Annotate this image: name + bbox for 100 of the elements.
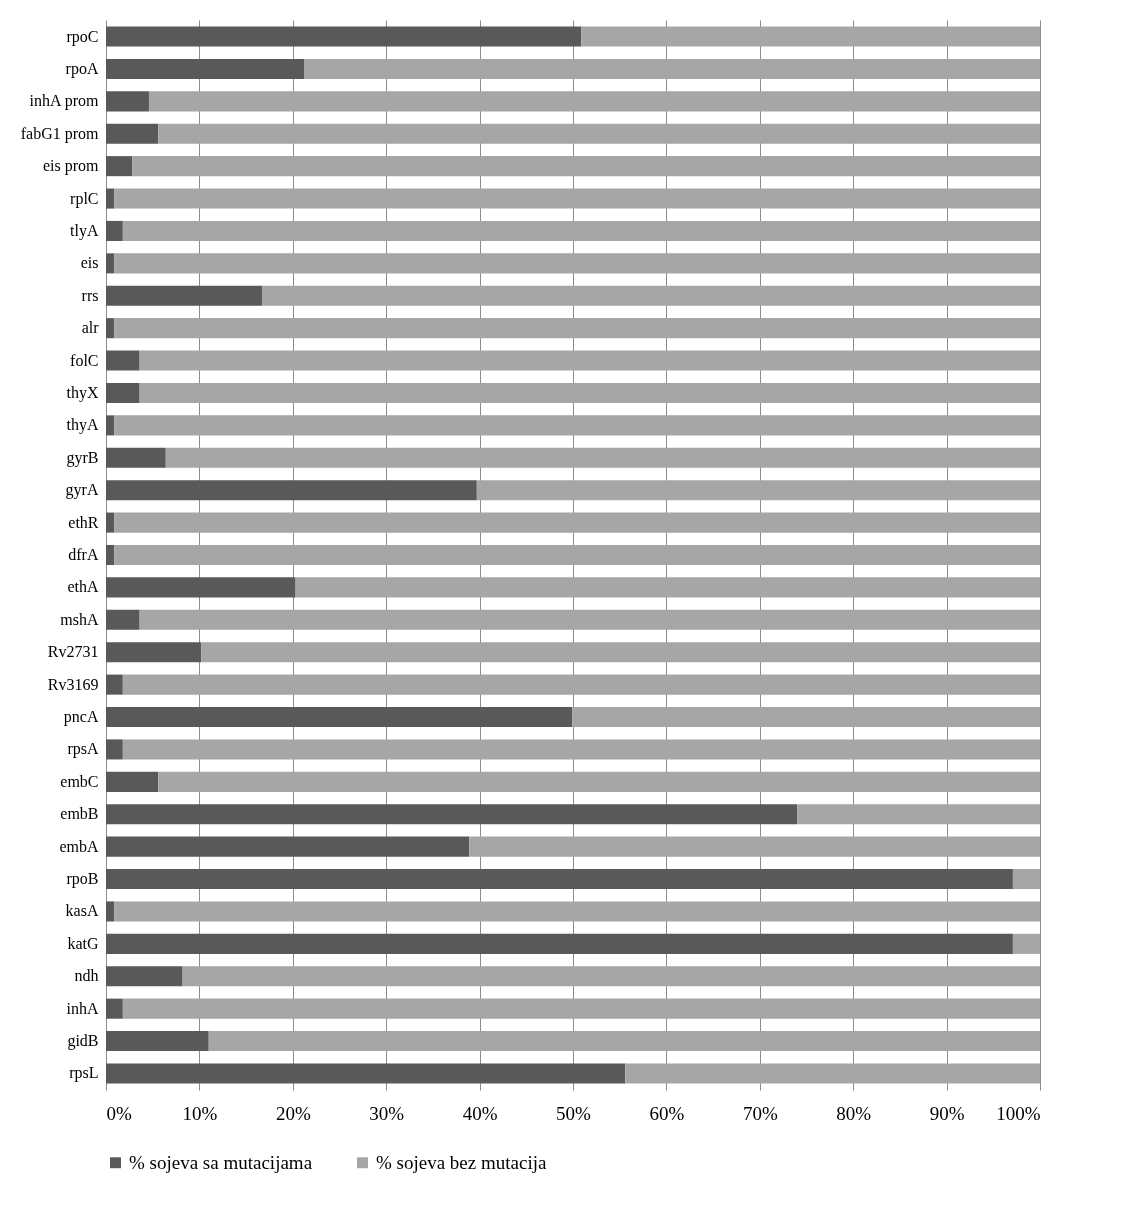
bar [106, 739, 123, 760]
bar [106, 188, 115, 209]
bar [122, 998, 1040, 1019]
y-tick-label: eis prom [42, 157, 100, 176]
bar [625, 1063, 1040, 1084]
bar [106, 966, 183, 987]
legend-label: % sojeva sa mutacijama [129, 1151, 313, 1173]
x-tick-label: 70% [742, 1102, 778, 1124]
bar [106, 1063, 626, 1084]
x-tick-label: 60% [649, 1102, 685, 1124]
bar [106, 577, 296, 598]
bar [122, 739, 1040, 760]
y-tick-label: rpsA [67, 740, 99, 759]
bar [114, 901, 1040, 922]
y-tick-label: rpoC [66, 27, 99, 46]
bar [106, 512, 115, 533]
y-tick-label: inhA prom [29, 92, 100, 111]
y-tick-label: Rv3169 [47, 675, 99, 693]
bar [106, 998, 123, 1019]
bar [106, 480, 477, 501]
bar [122, 220, 1040, 241]
y-tick-label: kasA [65, 902, 99, 920]
x-tick-label: 100% [996, 1102, 1041, 1124]
bar [1012, 869, 1040, 890]
bar [106, 58, 305, 79]
x-tick-label: 10% [182, 1102, 218, 1124]
y-tick-label: rpsL [69, 1064, 99, 1083]
x-tick-label: 40% [462, 1102, 498, 1124]
bar [469, 836, 1040, 857]
legend-label: % sojeva bez mutacija [376, 1151, 547, 1173]
y-tick-label: thyA [66, 416, 99, 435]
y-tick-label: gidB [67, 1032, 99, 1051]
bar [139, 382, 1040, 404]
y-tick-label: embB [60, 805, 99, 823]
y-tick-label: thyX [66, 383, 99, 402]
y-tick-label: katG [67, 934, 99, 952]
x-tick-label: 80% [836, 1102, 872, 1124]
bar [106, 156, 133, 177]
bar [581, 26, 1040, 47]
bar [106, 1031, 209, 1052]
bar [139, 609, 1040, 630]
bar [106, 771, 159, 792]
bar [106, 674, 123, 695]
y-tick-label: alr [81, 319, 100, 337]
bar [261, 285, 1040, 306]
y-tick-label: embA [59, 837, 99, 855]
bar [139, 350, 1040, 371]
bar [158, 771, 1040, 792]
bar [304, 58, 1040, 79]
bar [114, 188, 1040, 209]
bar [106, 285, 262, 306]
bar [797, 804, 1040, 825]
y-tick-label: eis [80, 254, 99, 272]
bar [182, 966, 1040, 987]
y-tick-label: fabG1 prom [20, 124, 100, 143]
bar [106, 253, 115, 274]
bar [165, 447, 1040, 468]
bar [106, 26, 582, 47]
bar [114, 544, 1040, 566]
bar [106, 544, 115, 566]
bar [106, 706, 573, 728]
y-tick-label: embC [60, 772, 99, 790]
bar [106, 350, 140, 371]
bar [106, 382, 140, 404]
bar [106, 91, 149, 112]
y-tick-label: rplC [70, 189, 99, 208]
bar [114, 512, 1040, 533]
bar [106, 804, 798, 825]
y-tick-label: folC [70, 351, 99, 369]
y-tick-label: dfrA [68, 546, 99, 563]
bar [122, 674, 1040, 695]
x-tick-label: 90% [929, 1102, 965, 1124]
bar [114, 318, 1040, 339]
bar [476, 480, 1040, 501]
bar [148, 91, 1040, 112]
y-tick-label: tlyA [70, 221, 99, 240]
bar [132, 156, 1040, 177]
bar [158, 123, 1040, 144]
bar [106, 447, 166, 468]
bar [1012, 933, 1040, 954]
y-tick-label: rrs [81, 286, 99, 304]
bar [106, 609, 140, 630]
x-tick-label: 0% [106, 1102, 132, 1124]
y-tick-label: rpoA [65, 59, 99, 78]
bar [106, 642, 202, 663]
bar [572, 706, 1040, 728]
y-tick-label: ethR [68, 513, 99, 531]
bar [201, 642, 1040, 663]
y-tick-label: gyrB [66, 448, 99, 467]
bar [208, 1031, 1040, 1052]
y-tick-label: Rv2731 [47, 643, 99, 661]
bar [106, 415, 115, 436]
bar [114, 253, 1040, 274]
x-tick-label: 30% [369, 1102, 405, 1124]
bar [106, 836, 470, 857]
bar [106, 318, 115, 339]
y-tick-label: rpoB [66, 870, 99, 889]
y-tick-label: mshA [60, 610, 99, 628]
y-tick-label: gyrA [65, 481, 99, 500]
y-tick-label: pncA [63, 708, 99, 727]
